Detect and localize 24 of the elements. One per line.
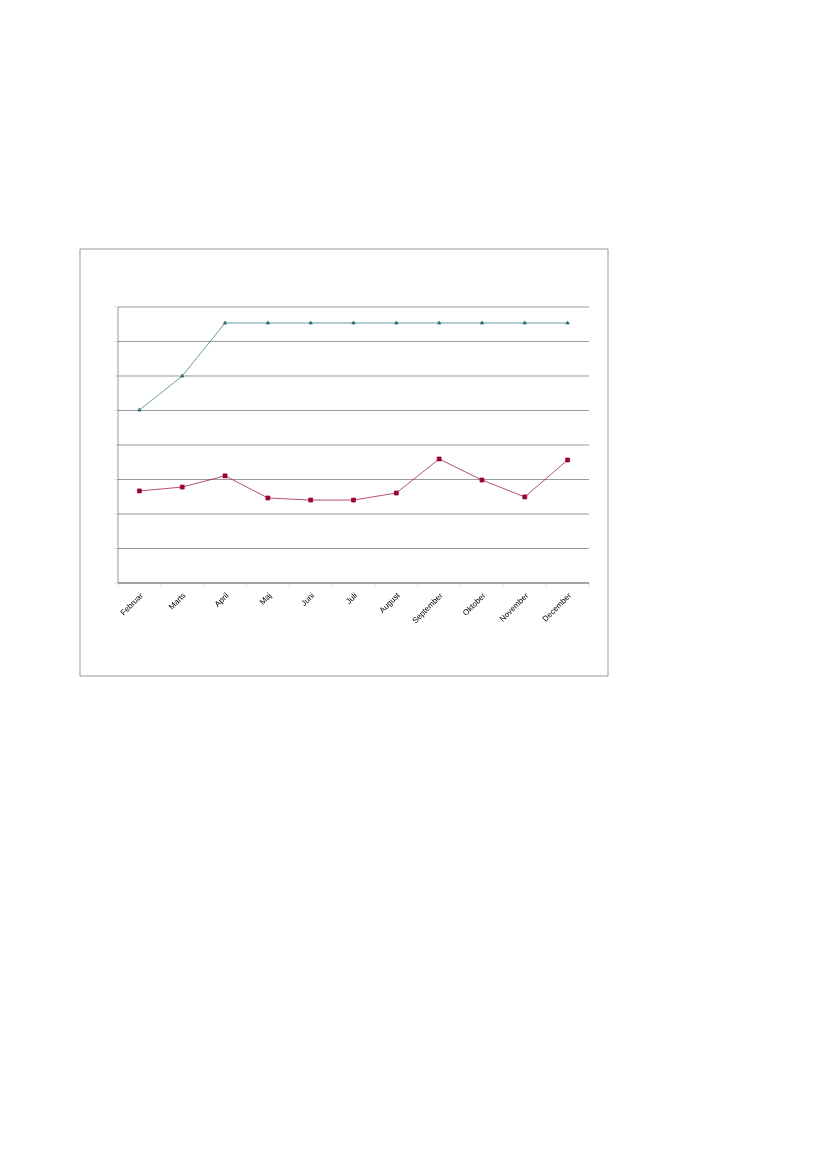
x-tick-label: Juli (346, 592, 358, 604)
point (179, 484, 185, 490)
point (222, 473, 228, 479)
point (351, 320, 356, 325)
point (565, 457, 570, 463)
point (222, 320, 228, 325)
point (137, 488, 142, 494)
point (180, 373, 185, 378)
point (394, 320, 399, 325)
point (522, 320, 527, 325)
point (479, 477, 485, 483)
point (479, 320, 485, 325)
point (393, 490, 399, 496)
point (351, 497, 356, 503)
point (308, 320, 313, 325)
point (437, 320, 442, 325)
point (565, 320, 570, 325)
point (522, 494, 528, 500)
point (308, 497, 314, 503)
point (265, 495, 271, 501)
point (265, 320, 270, 325)
point (436, 456, 442, 462)
x-tick-label: Maj (259, 592, 273, 605)
point (137, 407, 142, 412)
